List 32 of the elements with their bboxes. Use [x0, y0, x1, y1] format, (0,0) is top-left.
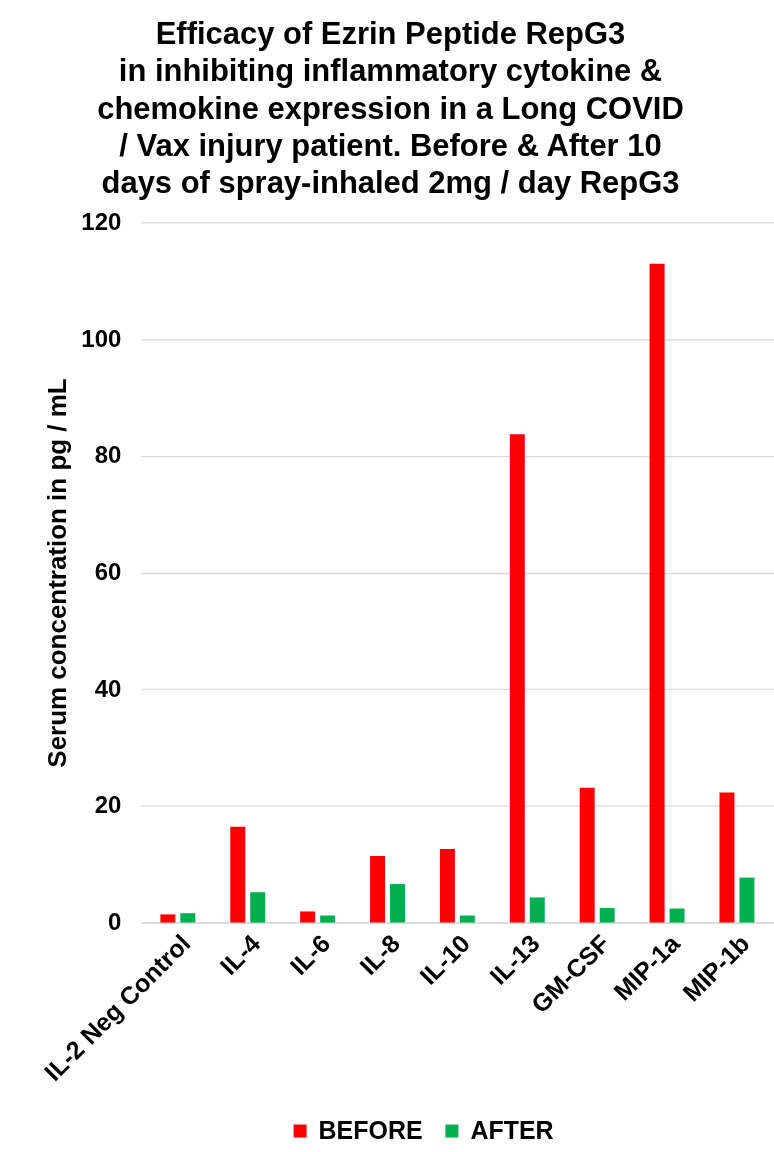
- y-tick-label: 0: [108, 908, 122, 936]
- bar: [459, 915, 475, 923]
- legend-label: BEFORE: [318, 1116, 423, 1145]
- chart-title: Efficacy of Ezrin Peptide RepG3 in inhibiting inflammatory cytokine & chemokine expression in a Long COVID / Vax injury patient. Before & After 10 days of spray-inhaled 2mg / day RepG3: [97, 15, 684, 201]
- x-tick-label: IL-6: [284, 928, 336, 981]
- bar: [250, 892, 266, 923]
- y-tick-label: 120: [81, 207, 122, 235]
- bar: [579, 787, 595, 923]
- x-tick-label: IL-8: [354, 928, 406, 981]
- x-tick-label: IL-4: [214, 928, 266, 981]
- y-tick-label: 40: [94, 674, 122, 702]
- bar: [739, 877, 755, 923]
- bar: [649, 263, 665, 923]
- bar: [300, 911, 316, 923]
- bar: [509, 434, 525, 923]
- y-tick-label: 20: [94, 791, 122, 819]
- bar: [439, 849, 455, 923]
- bar: [160, 914, 176, 923]
- bar: [719, 792, 735, 923]
- bar: [599, 907, 615, 923]
- bar: [320, 915, 336, 923]
- y-axis-title: Serum concentration in pg / mL: [42, 378, 73, 768]
- bar: [230, 826, 246, 923]
- bar: [180, 913, 196, 923]
- y-tick-label: 80: [94, 441, 122, 469]
- bar: [529, 897, 545, 923]
- y-tick-label: 60: [94, 557, 122, 585]
- y-tick-label: 100: [81, 324, 122, 352]
- bar: [370, 856, 386, 923]
- bar: [669, 908, 685, 923]
- legend-label: AFTER: [470, 1116, 554, 1145]
- bar: [390, 884, 405, 923]
